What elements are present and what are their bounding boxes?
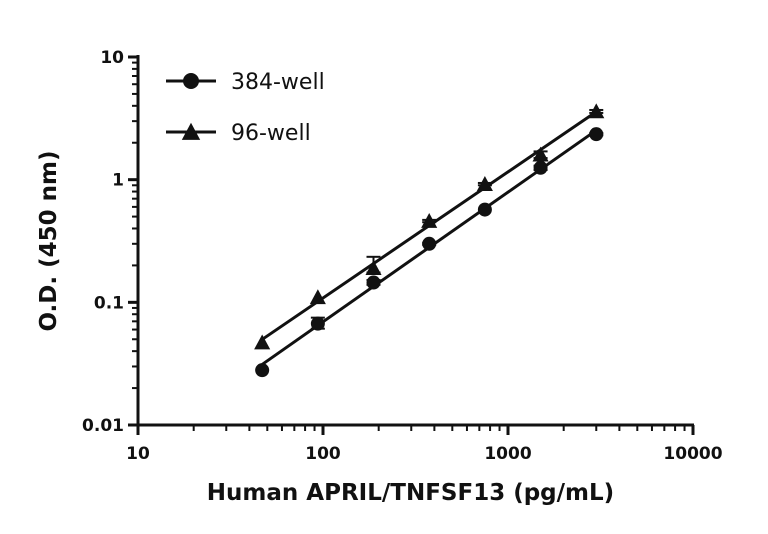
series-triangle: [254, 103, 605, 350]
legend-label: 96-well: [231, 121, 311, 146]
data-point: [533, 160, 548, 175]
data-point: [477, 202, 492, 217]
y-tick-label: 0.01: [82, 416, 124, 436]
legend: 384-well 96-well: [166, 70, 325, 146]
data-point: [588, 103, 605, 119]
legend-label: 384-well: [231, 70, 325, 95]
data-point: [365, 260, 382, 275]
x-tick-label: 100: [305, 444, 341, 464]
data-point: [255, 363, 270, 378]
x-tick-label: 10000: [663, 444, 722, 464]
series-circle: [255, 127, 604, 378]
y-tick-label: 0.1: [94, 293, 124, 313]
legend-marker: [183, 73, 199, 89]
series-layer: [254, 103, 605, 378]
y-tick-label: 10: [100, 48, 124, 68]
data-point: [366, 275, 381, 290]
data-point: [589, 127, 604, 142]
data-point: [309, 289, 326, 305]
x-axis-ticks: 10 100 1000 10000: [126, 425, 723, 464]
data-point: [532, 146, 549, 162]
data-point: [422, 236, 437, 251]
y-axis-ticks: 0.01 0.1 1 10: [82, 48, 138, 436]
y-tick-label: 1: [112, 171, 124, 191]
axes: [136, 55, 694, 427]
legend-marker: [181, 122, 201, 140]
y-axis-title: O.D. (450 nm): [36, 150, 62, 331]
x-axis-title: Human APRIL/TNFSF13 (pg/mL): [207, 480, 614, 506]
x-tick-label: 10: [126, 444, 150, 464]
x-tick-label: 1000: [484, 444, 531, 464]
data-point: [310, 316, 325, 331]
data-point: [476, 176, 493, 191]
data-point: [254, 334, 271, 350]
data-point: [421, 212, 438, 228]
